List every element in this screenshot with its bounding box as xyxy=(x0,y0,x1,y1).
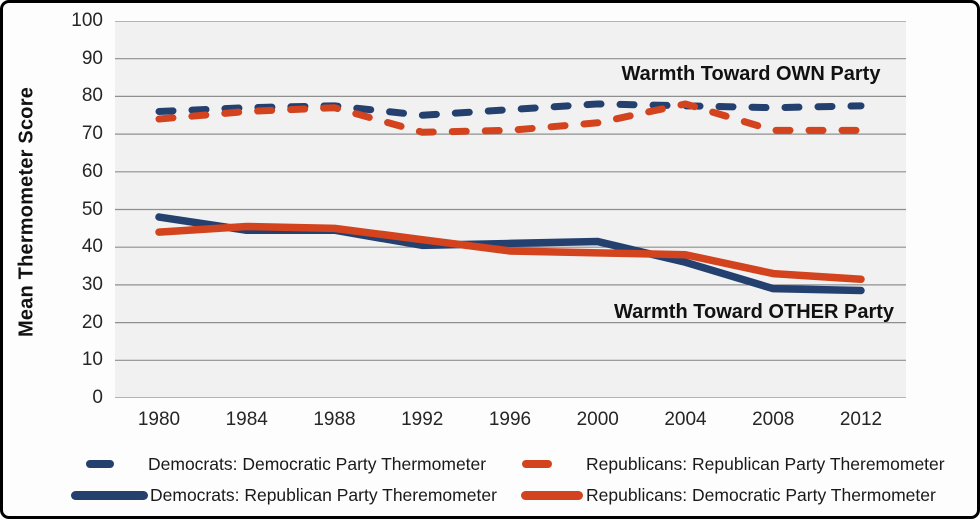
legend-item-rep-other: Republicans: Democratic Party Thermomete… xyxy=(521,484,936,505)
x-tick-label: 2004 xyxy=(664,409,707,430)
y-tick-label: 70 xyxy=(81,123,103,145)
y-tick-label: 80 xyxy=(81,85,103,107)
x-tick-label: 1992 xyxy=(401,409,444,430)
y-tick-label: 40 xyxy=(81,236,103,258)
x-tick-label: 2012 xyxy=(839,409,883,430)
legend-item-dem-own: Democrats: Democratic Party Thermometer xyxy=(86,453,487,474)
legend-label: Republicans: Republican Party Theremomet… xyxy=(586,453,945,474)
plot-area: Warmth Toward OWN Party Warmth Toward OT… xyxy=(115,21,906,398)
legend-swatch-solid-navy xyxy=(71,490,148,500)
legend-item-dem-other: Democrats: Republican Party Theremometer xyxy=(71,484,497,505)
x-tick-label: 2008 xyxy=(752,409,795,430)
annotation-own-party: Warmth Toward OWN Party xyxy=(621,63,881,85)
chart-canvas xyxy=(115,21,906,398)
y-tick-label: 100 xyxy=(71,10,103,31)
legend-label: Republicans: Democratic Party Thermomete… xyxy=(586,484,936,505)
series-line-red-dashed xyxy=(155,100,865,136)
annotation-other-party: Warmth Toward OTHER Party xyxy=(613,301,895,323)
x-axis-tick-labels: 1980 1984 1988 1992 1996 2000 2004 2008 2012 xyxy=(115,407,906,433)
legend-swatch-dashed-navy xyxy=(86,460,114,468)
y-tick-label: 60 xyxy=(81,160,103,182)
y-tick-label: 10 xyxy=(81,349,103,371)
y-axis-tick-labels: 0 10 20 30 40 50 60 70 80 90 100 xyxy=(3,10,103,408)
series-line-red-solid xyxy=(155,222,865,283)
y-tick-label: 30 xyxy=(81,273,103,295)
y-tick-label: 50 xyxy=(81,198,103,220)
legend-item-rep-own: Republicans: Republican Party Theremomet… xyxy=(522,453,945,474)
x-tick-label: 1988 xyxy=(313,409,356,430)
legend-label: Democrats: Republican Party Theremometer xyxy=(150,484,497,505)
legend-swatch-solid-red xyxy=(521,490,583,500)
y-tick-label: 0 xyxy=(92,387,103,408)
x-tick-label: 1984 xyxy=(225,409,268,430)
y-tick-label: 20 xyxy=(81,311,103,333)
x-tick-label: 2000 xyxy=(576,409,619,430)
y-tick-label: 90 xyxy=(81,47,103,69)
x-tick-label: 1996 xyxy=(488,409,532,430)
legend-swatch-dashed-red xyxy=(522,460,552,468)
legend-label: Democrats: Democratic Party Thermometer xyxy=(148,453,487,474)
x-tick-label: 1980 xyxy=(137,409,181,430)
